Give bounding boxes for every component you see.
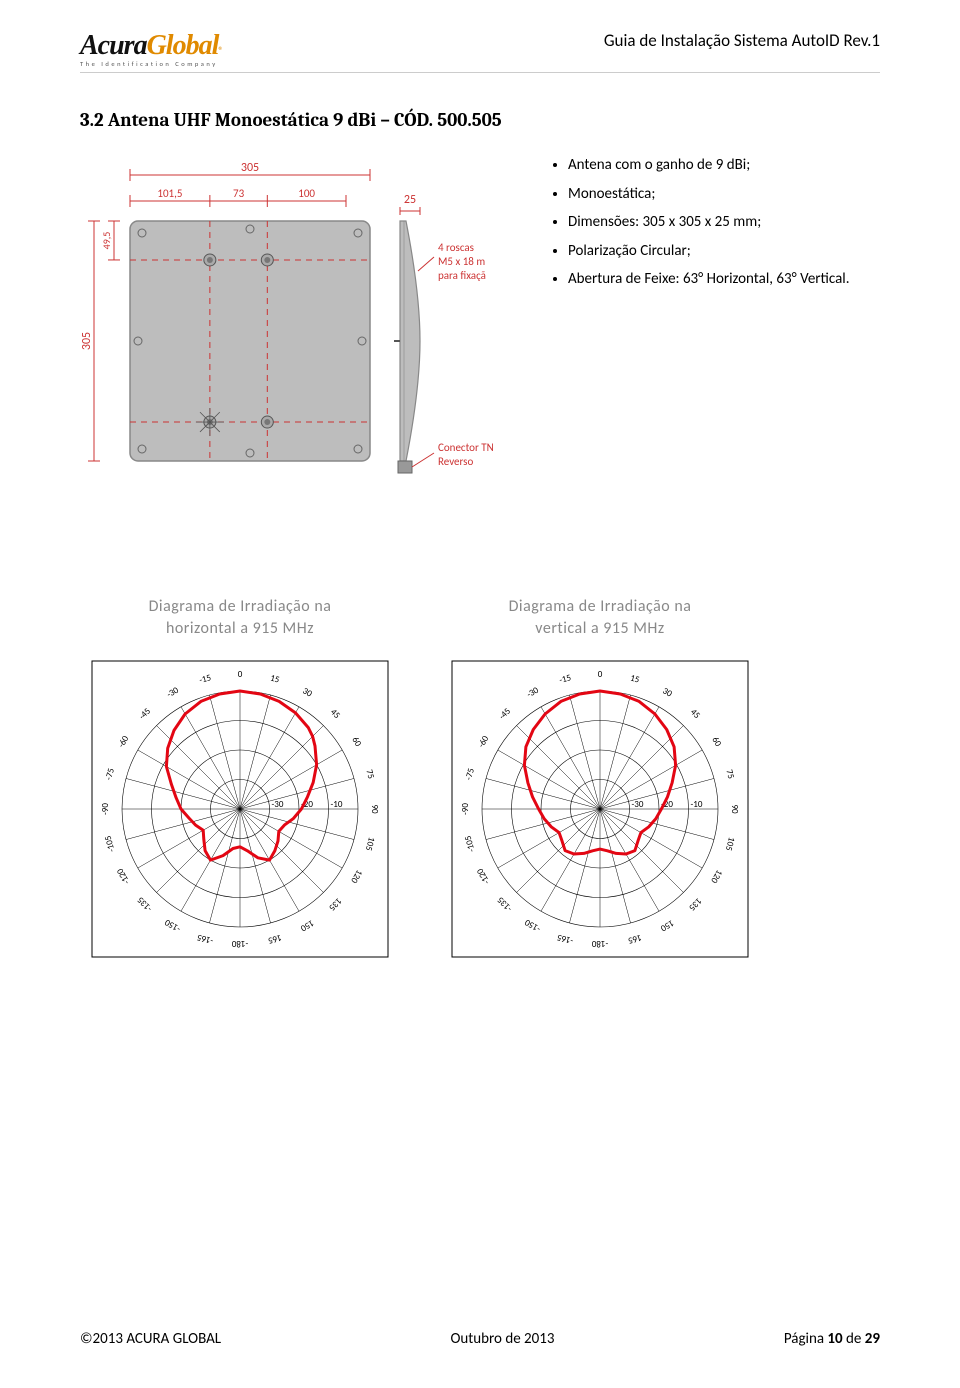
svg-text:-180: -180 <box>591 938 608 949</box>
footer-page-prefix: Página <box>784 1330 828 1348</box>
spec-item: Antena com o ganho de 9 dBi; <box>568 151 850 180</box>
logo-tagline: The Identification Company <box>80 60 223 68</box>
svg-text:0: 0 <box>598 669 603 680</box>
svg-text:25: 25 <box>404 193 416 207</box>
diagram-horizontal: Diagrama de Irradiação na horizontal a 9… <box>80 596 400 969</box>
diagram-horizontal-title: Diagrama de Irradiação na horizontal a 9… <box>149 596 332 639</box>
spec-item: Dimensões: 305 x 305 x 25 mm; <box>568 208 850 237</box>
spec-item: Monoestática; <box>568 180 850 209</box>
radiation-diagrams-row: Diagrama de Irradiação na horizontal a 9… <box>80 596 880 969</box>
svg-text:para fixaçã: para fixaçã <box>438 269 486 282</box>
footer-right: Página 10 de 29 <box>784 1330 880 1348</box>
footer-left: ©2013 ACURA GLOBAL <box>80 1330 221 1348</box>
logo-wordmark: AcuraGlobal® <box>80 30 223 62</box>
main-content-row: 305 101,5 73 100 305 49,5 25 4 roscasM5 x 18 mp… <box>80 151 880 536</box>
spec-item: Abertura de Feixe: 63° Horizontal, 63° V… <box>568 265 850 294</box>
svg-text:305: 305 <box>80 332 94 350</box>
footer-page-total: 29 <box>865 1330 880 1348</box>
polar-vertical-svg: -10-20-30-180-165-150-135-120-105-90-75-… <box>440 649 760 969</box>
svg-text:-30: -30 <box>272 799 284 810</box>
svg-text:4 roscas: 4 roscas <box>438 241 474 254</box>
svg-text:305: 305 <box>241 161 259 175</box>
antenna-drawing-svg: 305 101,5 73 100 305 49,5 25 4 roscasM5 x 18 mp… <box>80 151 520 531</box>
svg-text:90: 90 <box>369 805 380 815</box>
svg-text:90: 90 <box>729 805 740 815</box>
logo-text-main: Acura <box>80 30 147 62</box>
section-title: 3.2 Antena UHF Monoestática 9 dBi – CÓD.… <box>80 109 880 131</box>
svg-text:M5 x 18 m: M5 x 18 m <box>438 255 485 268</box>
diagram-vertical-title: Diagrama de Irradiação na vertical a 915… <box>509 596 692 639</box>
logo-text-accent: Global <box>147 30 219 62</box>
polar-horizontal-svg: -10-20-30-180-165-150-135-120-105-90-75-… <box>80 649 400 969</box>
svg-text:49,5: 49,5 <box>100 232 113 250</box>
footer-page-mid: de <box>843 1330 865 1348</box>
svg-text:-90: -90 <box>100 803 111 815</box>
diagram-h-title-l1: Diagrama de Irradiação na <box>149 597 332 616</box>
diagram-vertical: Diagrama de Irradiação na vertical a 915… <box>440 596 760 969</box>
technical-drawing: 305 101,5 73 100 305 49,5 25 4 roscasM5 x 18 mp… <box>80 151 520 536</box>
spec-item: Polarização Circular; <box>568 237 850 266</box>
spec-list: Antena com o ganho de 9 dBi;Monoestática… <box>530 151 850 536</box>
document-title: Guia de Instalação Sistema AutoID Rev.1 <box>604 30 880 51</box>
svg-text:-30: -30 <box>632 799 644 810</box>
svg-text:Conector TN: Conector TN <box>438 441 494 454</box>
diagram-h-title-l2: horizontal a 915 MHz <box>166 619 314 638</box>
footer-center: Outubro de 2013 <box>450 1330 554 1348</box>
svg-text:101,5: 101,5 <box>157 187 182 200</box>
svg-text:-180: -180 <box>231 938 248 949</box>
logo-reg-mark: ® <box>218 44 223 57</box>
svg-text:-10: -10 <box>331 799 343 810</box>
svg-text:0: 0 <box>238 669 243 680</box>
diagram-v-title-l2: vertical a 915 MHz <box>535 619 664 638</box>
svg-text:-90: -90 <box>460 803 471 815</box>
page-footer: ©2013 ACURA GLOBAL Outubro de 2013 Págin… <box>80 1330 880 1348</box>
svg-text:73: 73 <box>233 187 245 200</box>
logo: AcuraGlobal® The Identification Company <box>80 30 223 68</box>
svg-text:100: 100 <box>298 187 315 200</box>
svg-text:-10: -10 <box>691 799 703 810</box>
svg-text:Reverso: Reverso <box>438 455 473 468</box>
footer-page-num: 10 <box>827 1330 842 1348</box>
page-header: AcuraGlobal® The Identification Company … <box>80 30 880 73</box>
diagram-v-title-l1: Diagrama de Irradiação na <box>509 597 692 616</box>
